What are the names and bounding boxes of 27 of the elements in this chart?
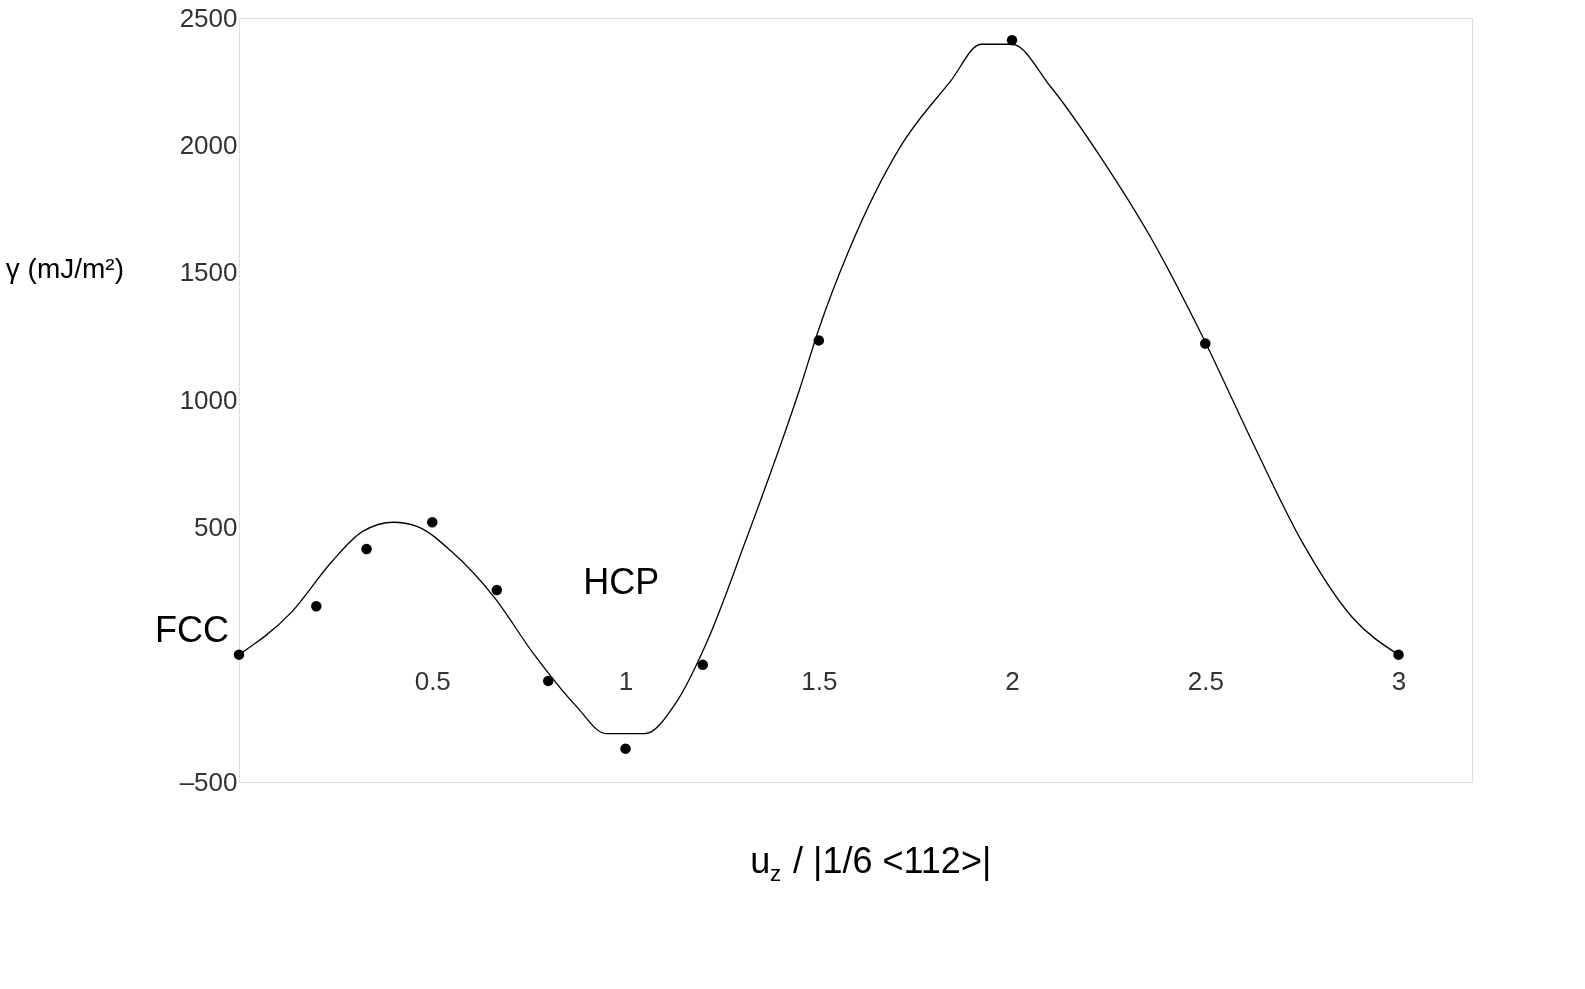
point <box>1006 34 1018 46</box>
point <box>361 543 372 555</box>
x-tick-label: 1.5 <box>801 666 838 697</box>
x-tick-label: 3 <box>1391 666 1407 697</box>
point <box>697 659 709 671</box>
point <box>491 584 503 596</box>
point <box>1200 338 1211 349</box>
y-tick-label: 1500 <box>179 257 238 288</box>
point <box>542 675 554 687</box>
point <box>813 335 825 346</box>
point <box>620 743 631 754</box>
annotation: FCC <box>155 608 229 650</box>
point <box>233 649 245 660</box>
annotation: HCP <box>583 561 660 603</box>
point <box>427 517 438 528</box>
y-tick-label: 2000 <box>179 129 238 160</box>
x-tick-label: 1 <box>618 666 634 697</box>
y-axis-title: γ (mJ/m²) <box>5 253 124 285</box>
x-tick-label: 2.5 <box>1187 666 1224 697</box>
y-tick-label: –500 <box>179 766 238 797</box>
x-tick-label: 0.5 <box>414 666 451 697</box>
point <box>311 601 322 612</box>
y-tick-label: 2500 <box>179 2 238 33</box>
y-tick-label: 500 <box>194 511 238 542</box>
y-tick-label: 1000 <box>179 384 238 415</box>
x-tick-label: 2 <box>1005 666 1020 697</box>
point <box>1393 649 1404 660</box>
